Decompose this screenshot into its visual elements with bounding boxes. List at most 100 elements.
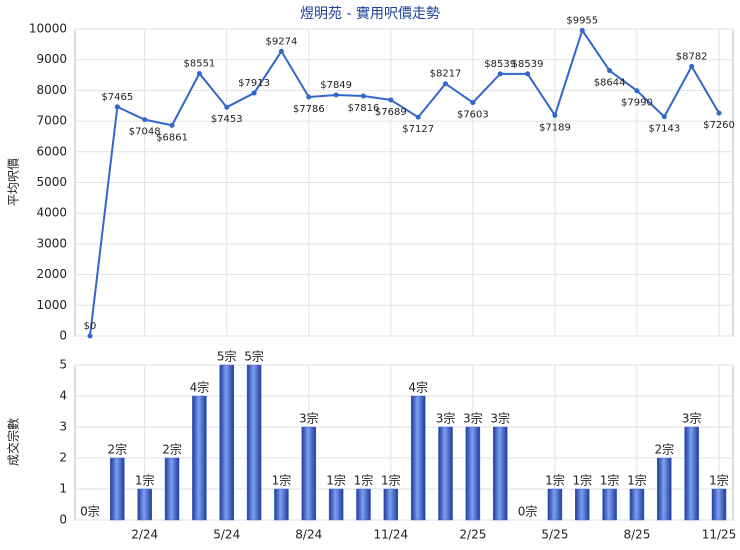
point bbox=[525, 71, 531, 77]
x-tick-label: 11/24 bbox=[374, 528, 409, 542]
value-label: 3宗 bbox=[436, 411, 456, 426]
point bbox=[114, 104, 120, 110]
value-label: $8644 bbox=[594, 78, 626, 89]
value-label: $7689 bbox=[375, 107, 407, 118]
y-tick-label: 4000 bbox=[36, 206, 67, 220]
x-tick-label: 11/25 bbox=[702, 528, 737, 542]
line bbox=[89, 28, 720, 337]
value-label: 1宗 bbox=[709, 473, 729, 488]
value-label: 1宗 bbox=[354, 473, 374, 488]
bar bbox=[137, 488, 152, 521]
value-label: $8539 bbox=[512, 59, 544, 70]
value-label: $8551 bbox=[183, 58, 215, 69]
value-label: $0 bbox=[84, 321, 97, 332]
bar bbox=[383, 488, 399, 521]
y-tick-label: 6000 bbox=[36, 144, 67, 158]
value-label: $8217 bbox=[430, 69, 462, 80]
bar bbox=[328, 488, 344, 521]
value-label: $7189 bbox=[539, 122, 571, 133]
y-tick-label: 5 bbox=[59, 358, 67, 372]
bar bbox=[164, 457, 180, 521]
value-label: 2宗 bbox=[654, 442, 674, 457]
value-label: $9274 bbox=[266, 36, 298, 47]
value-label: 1宗 bbox=[600, 473, 620, 488]
value-label: 3宗 bbox=[299, 411, 319, 426]
x-tick-label: 2/24 bbox=[131, 528, 158, 542]
value-label: $8539 bbox=[484, 59, 516, 70]
bar bbox=[110, 457, 125, 521]
y-tick-label: 3 bbox=[59, 420, 67, 434]
x-tick-label: 8/24 bbox=[295, 528, 322, 542]
point bbox=[224, 104, 230, 110]
x-tick-label: 5/25 bbox=[541, 528, 568, 542]
bar bbox=[629, 488, 645, 521]
value-label: $6861 bbox=[156, 132, 188, 143]
point bbox=[278, 48, 284, 54]
x-tick-label: 5/24 bbox=[213, 528, 240, 542]
bar bbox=[547, 488, 563, 521]
value-label: 0宗 bbox=[518, 504, 538, 519]
point bbox=[169, 122, 175, 128]
point bbox=[251, 90, 257, 96]
bar bbox=[438, 426, 453, 521]
x-tick-label: 2/25 bbox=[459, 528, 486, 542]
value-label: 3宗 bbox=[682, 411, 702, 426]
bar bbox=[492, 426, 508, 521]
bar bbox=[219, 364, 234, 521]
bar bbox=[356, 488, 371, 521]
y-tick-label: 9000 bbox=[36, 52, 67, 66]
point bbox=[360, 93, 366, 99]
point bbox=[443, 81, 449, 87]
bar bbox=[657, 457, 672, 521]
value-label: 1宗 bbox=[135, 473, 155, 488]
bar bbox=[602, 488, 617, 521]
value-label: $7127 bbox=[402, 124, 434, 135]
point bbox=[607, 68, 613, 74]
y-axis-label: 成交宗數 bbox=[6, 418, 21, 466]
value-label: 4宗 bbox=[190, 380, 210, 395]
value-label: 3宗 bbox=[463, 411, 483, 426]
y-tick-label: 1000 bbox=[36, 298, 67, 312]
y-tick-label: 7000 bbox=[36, 114, 67, 128]
point bbox=[333, 92, 339, 98]
value-label: $7260 bbox=[703, 120, 735, 131]
y-tick-label: 3000 bbox=[36, 236, 67, 250]
value-label: $8782 bbox=[676, 51, 708, 62]
bar bbox=[192, 395, 207, 521]
chart-title: 煜明苑 - 實用呎價走勢 bbox=[300, 5, 440, 22]
point bbox=[689, 63, 695, 69]
point bbox=[87, 333, 93, 339]
point bbox=[388, 97, 394, 103]
value-label: $7143 bbox=[648, 124, 680, 135]
point bbox=[634, 88, 640, 94]
value-label: 2宗 bbox=[162, 442, 182, 457]
value-label: $7048 bbox=[129, 127, 161, 138]
y-tick-label: 2 bbox=[59, 451, 67, 465]
bar bbox=[301, 426, 317, 521]
value-label: 1宗 bbox=[545, 473, 565, 488]
value-label: 1宗 bbox=[326, 473, 346, 488]
bar bbox=[274, 488, 289, 521]
bar bbox=[410, 395, 426, 521]
point bbox=[552, 112, 558, 118]
value-label: $9955 bbox=[566, 15, 598, 26]
y-tick-label: 5000 bbox=[36, 175, 67, 189]
value-label: $7849 bbox=[320, 80, 352, 91]
value-label: 1宗 bbox=[627, 473, 647, 488]
value-label: $7603 bbox=[457, 110, 489, 121]
point bbox=[579, 27, 585, 33]
y-tick-label: 10000 bbox=[29, 22, 67, 36]
value-label: 5宗 bbox=[244, 349, 264, 364]
bar bbox=[575, 488, 590, 521]
value-label: 5宗 bbox=[217, 349, 237, 364]
value-label: 1宗 bbox=[272, 473, 292, 488]
value-label: 3宗 bbox=[490, 411, 510, 426]
bar bbox=[684, 426, 699, 521]
value-label: 2宗 bbox=[108, 442, 128, 457]
value-label: 0宗 bbox=[80, 504, 100, 519]
value-label: $7990 bbox=[621, 98, 653, 109]
point bbox=[470, 100, 476, 106]
value-label: $7453 bbox=[211, 114, 243, 125]
y-tick-label: 2000 bbox=[36, 267, 67, 281]
point bbox=[196, 70, 202, 76]
